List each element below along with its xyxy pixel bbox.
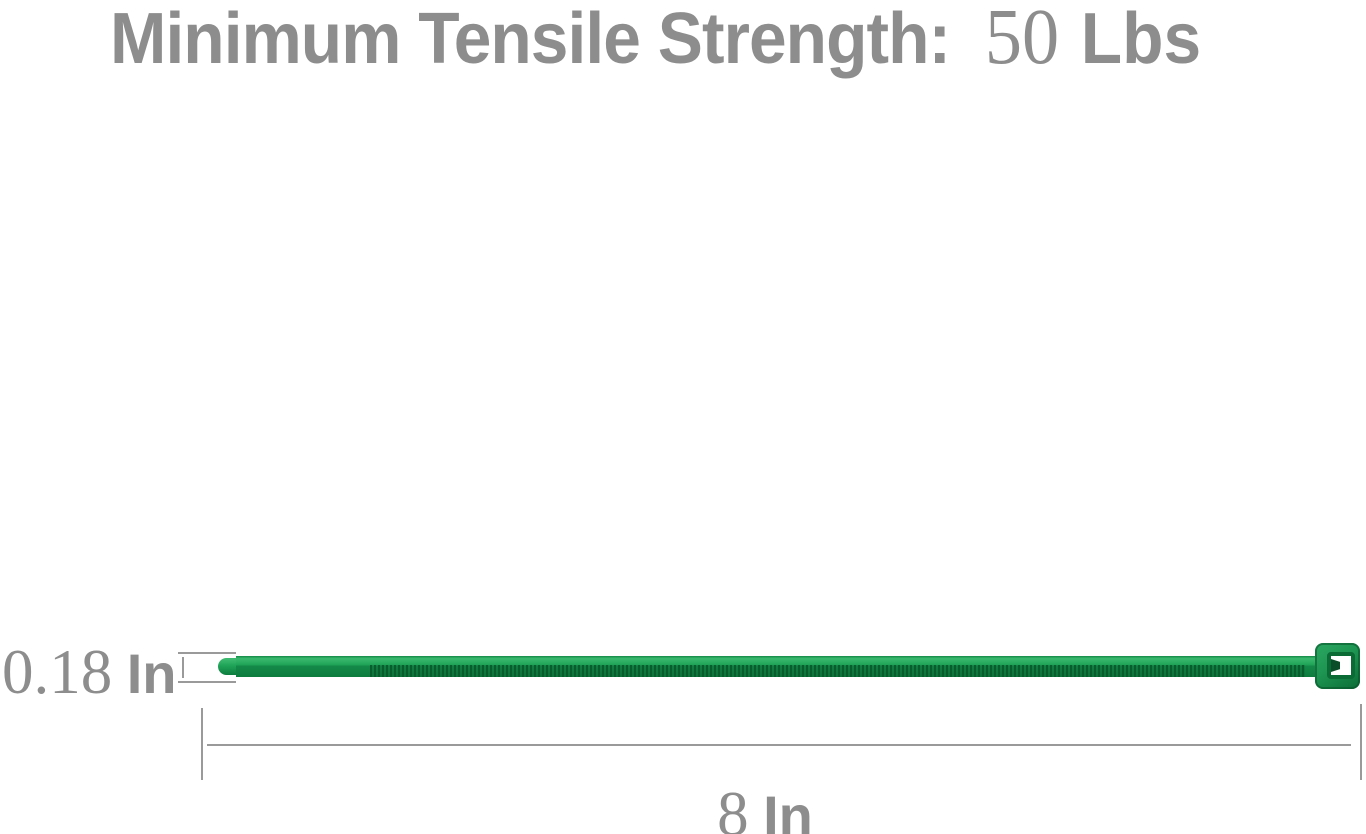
- length-unit: In: [763, 784, 813, 834]
- title-unit: Lbs: [1080, 0, 1202, 79]
- title-label: Minimum Tensile Strength:: [110, 0, 951, 79]
- width-unit: In: [126, 642, 177, 705]
- length-dimension-left-tick: [201, 708, 203, 780]
- width-bracket-top-line: [178, 652, 236, 654]
- length-dimension-right-tick: [1360, 704, 1362, 780]
- width-bracket-bottom-line: [178, 681, 236, 683]
- length-dimension-line: [207, 744, 1351, 746]
- length-dimension-label: 8 In: [690, 783, 840, 834]
- width-bracket-tick: [182, 657, 184, 678]
- page-title: Minimum Tensile Strength: 50 Lbs: [110, 0, 1201, 83]
- tie-head-window: [1327, 652, 1355, 679]
- tie-head-pawl: [1331, 659, 1340, 672]
- tie-teeth: [370, 665, 1305, 677]
- width-value: 0.18: [2, 637, 113, 707]
- length-value: 8: [717, 779, 749, 834]
- title-value: 50: [984, 0, 1060, 81]
- tie-head: [1315, 643, 1360, 689]
- width-dimension-label: 0.18 In: [2, 641, 176, 704]
